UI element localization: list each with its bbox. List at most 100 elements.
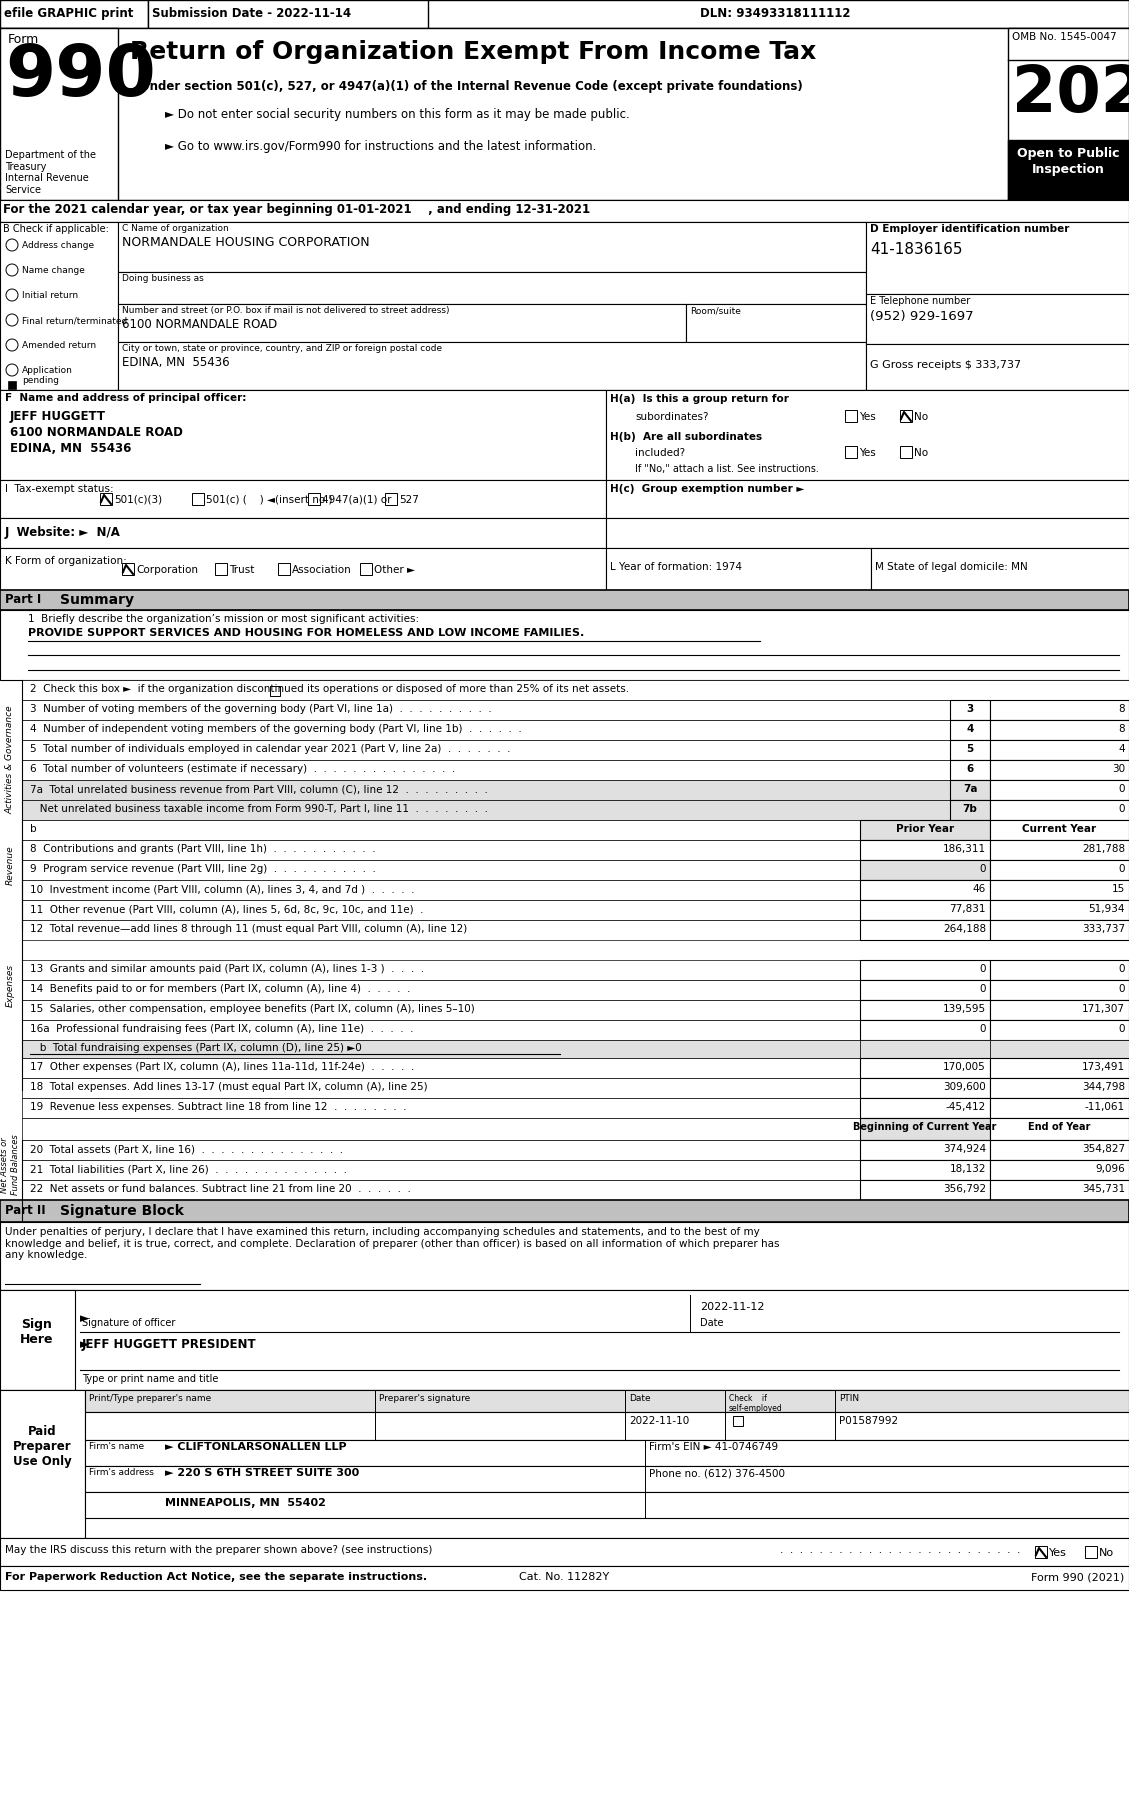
Bar bbox=[990, 1159, 1129, 1179]
Text: 3: 3 bbox=[966, 704, 973, 715]
Text: 13  Grants and similar amounts paid (Part IX, column (A), lines 1-3 )  .  .  .  : 13 Grants and similar amounts paid (Part… bbox=[30, 963, 425, 974]
Bar bbox=[606, 390, 1129, 481]
Bar bbox=[21, 740, 949, 760]
Bar bbox=[860, 1078, 990, 1097]
Text: -45,412: -45,412 bbox=[946, 1101, 986, 1112]
Bar bbox=[0, 1290, 75, 1390]
Bar bbox=[860, 840, 990, 860]
Text: 4: 4 bbox=[1119, 744, 1124, 755]
Text: OMB No. 1545-0047: OMB No. 1545-0047 bbox=[1012, 33, 1117, 42]
Text: Association: Association bbox=[292, 564, 352, 575]
Bar bbox=[860, 820, 990, 840]
Bar bbox=[0, 1390, 85, 1538]
Bar bbox=[1085, 1546, 1097, 1558]
Text: ►: ► bbox=[80, 1339, 89, 1351]
Bar bbox=[0, 1565, 1129, 1591]
Bar bbox=[0, 481, 606, 519]
Bar bbox=[0, 590, 1129, 610]
Text: 281,788: 281,788 bbox=[1082, 844, 1124, 854]
Text: ► 220 S 6TH STREET SUITE 300: ► 220 S 6TH STREET SUITE 300 bbox=[165, 1468, 359, 1478]
Text: ►: ► bbox=[80, 1312, 89, 1324]
Text: 170,005: 170,005 bbox=[943, 1061, 986, 1072]
Text: 990: 990 bbox=[5, 42, 156, 111]
Text: Yes: Yes bbox=[859, 448, 876, 457]
Text: 21  Total liabilities (Part X, line 26)  .  .  .  .  .  .  .  .  .  .  .  .  .  : 21 Total liabilities (Part X, line 26) .… bbox=[30, 1165, 347, 1174]
Text: Form 990 (2021): Form 990 (2021) bbox=[1031, 1573, 1124, 1582]
Bar bbox=[0, 1201, 1129, 1223]
Bar bbox=[990, 860, 1129, 880]
Text: G Gross receipts $ 333,737: G Gross receipts $ 333,737 bbox=[870, 359, 1021, 370]
Bar bbox=[100, 493, 112, 504]
Text: Open to Public: Open to Public bbox=[1017, 147, 1119, 160]
Text: No: No bbox=[1099, 1547, 1114, 1558]
Text: M State of legal domicile: MN: M State of legal domicile: MN bbox=[875, 562, 1027, 571]
Bar bbox=[0, 221, 1129, 390]
Text: 11  Other revenue (Part VIII, column (A), lines 5, 6d, 8c, 9c, 10c, and 11e)  .: 11 Other revenue (Part VIII, column (A),… bbox=[30, 903, 423, 914]
Bar bbox=[1035, 1546, 1047, 1558]
Text: Date: Date bbox=[629, 1393, 650, 1402]
Text: 139,595: 139,595 bbox=[943, 1003, 986, 1014]
Bar bbox=[900, 446, 912, 457]
Bar bbox=[860, 900, 990, 920]
Bar bbox=[860, 960, 990, 980]
Text: 0: 0 bbox=[1119, 963, 1124, 974]
Bar bbox=[360, 562, 371, 575]
Bar bbox=[990, 900, 1129, 920]
Bar bbox=[119, 221, 866, 272]
Text: If "No," attach a list. See instructions.: If "No," attach a list. See instructions… bbox=[634, 464, 819, 473]
Bar bbox=[0, 27, 119, 200]
Text: 22  Net assets or fund balances. Subtract line 21 from line 20  .  .  .  .  .  .: 22 Net assets or fund balances. Subtract… bbox=[30, 1185, 411, 1194]
Bar bbox=[990, 1039, 1129, 1058]
Text: 0: 0 bbox=[980, 1023, 986, 1034]
Text: P01587992: P01587992 bbox=[839, 1417, 899, 1426]
Bar bbox=[870, 548, 1129, 590]
Text: Signature of officer: Signature of officer bbox=[82, 1319, 175, 1328]
Bar bbox=[21, 1117, 860, 1139]
Text: Part I: Part I bbox=[5, 593, 42, 606]
Bar bbox=[990, 960, 1129, 980]
Text: 374,924: 374,924 bbox=[943, 1145, 986, 1154]
Bar bbox=[122, 562, 134, 575]
Bar bbox=[21, 1078, 860, 1097]
Text: 2021: 2021 bbox=[1012, 63, 1129, 125]
Bar bbox=[0, 390, 1129, 481]
Bar bbox=[949, 700, 990, 720]
Bar bbox=[21, 820, 860, 840]
Bar bbox=[860, 1058, 990, 1078]
Bar bbox=[949, 740, 990, 760]
Text: 0: 0 bbox=[980, 863, 986, 874]
Bar bbox=[85, 1411, 1129, 1440]
Text: 5: 5 bbox=[966, 744, 973, 755]
Text: 186,311: 186,311 bbox=[943, 844, 986, 854]
Bar bbox=[949, 760, 990, 780]
Text: Amended return: Amended return bbox=[21, 341, 96, 350]
Text: 6100 NORMANDALE ROAD: 6100 NORMANDALE ROAD bbox=[122, 317, 278, 330]
Text: 4: 4 bbox=[966, 724, 973, 735]
Text: 3  Number of voting members of the governing body (Part VI, line 1a)  .  .  .  .: 3 Number of voting members of the govern… bbox=[30, 704, 492, 715]
Text: Corporation: Corporation bbox=[135, 564, 198, 575]
Text: 6  Total number of volunteers (estimate if necessary)  .  .  .  .  .  .  .  .  .: 6 Total number of volunteers (estimate i… bbox=[30, 764, 455, 775]
Bar bbox=[990, 720, 1129, 740]
Bar bbox=[949, 800, 990, 820]
Text: Submission Date - 2022-11-14: Submission Date - 2022-11-14 bbox=[152, 7, 351, 20]
Bar bbox=[0, 1538, 1129, 1565]
Text: 0: 0 bbox=[980, 983, 986, 994]
Text: 2022-11-10: 2022-11-10 bbox=[629, 1417, 689, 1426]
Text: 7a  Total unrelated business revenue from Part VIII, column (C), line 12  .  .  : 7a Total unrelated business revenue from… bbox=[30, 784, 488, 795]
Text: E Telephone number: E Telephone number bbox=[870, 296, 970, 307]
Text: Form: Form bbox=[8, 33, 40, 45]
Bar bbox=[844, 446, 857, 457]
Text: 7a: 7a bbox=[963, 784, 978, 795]
Text: 501(c)(3): 501(c)(3) bbox=[114, 495, 163, 504]
Bar bbox=[85, 1466, 1129, 1491]
Text: H(b)  Are all subordinates: H(b) Are all subordinates bbox=[610, 432, 762, 443]
Text: Application
pending: Application pending bbox=[21, 366, 73, 385]
Bar bbox=[990, 840, 1129, 860]
Text: 356,792: 356,792 bbox=[943, 1185, 986, 1194]
Text: B Check if applicable:: B Check if applicable: bbox=[3, 223, 108, 234]
Bar bbox=[990, 780, 1129, 800]
Text: b: b bbox=[30, 824, 36, 834]
Text: 0: 0 bbox=[980, 963, 986, 974]
Text: Preparer's signature: Preparer's signature bbox=[379, 1393, 471, 1402]
Text: 9,096: 9,096 bbox=[1095, 1165, 1124, 1174]
